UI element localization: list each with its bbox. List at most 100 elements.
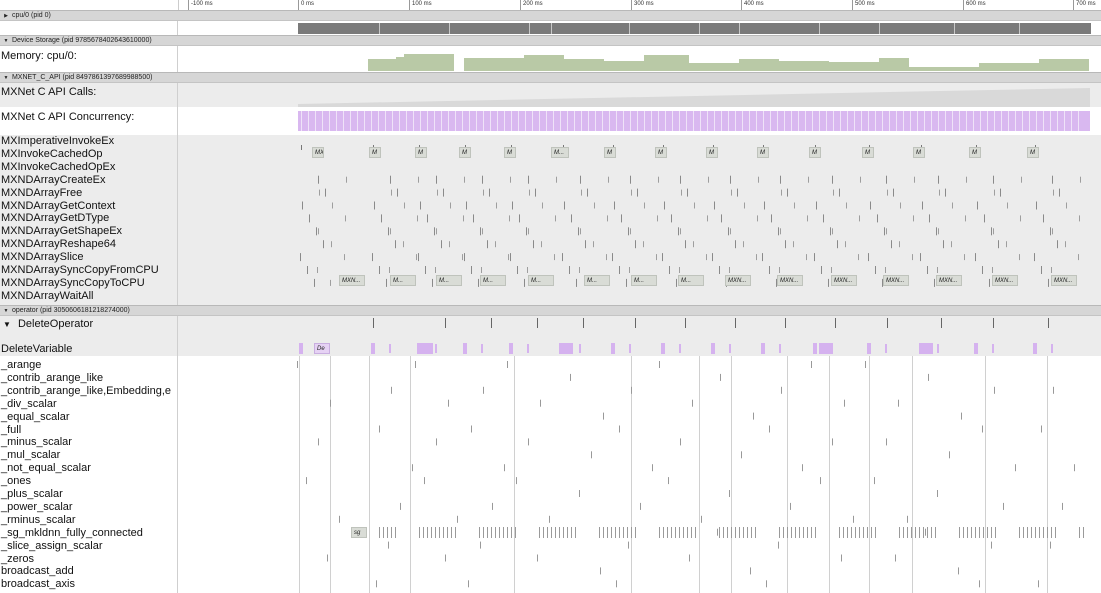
api-concurrency-gap[interactable] bbox=[385, 111, 386, 131]
sync-copy-to-cpu-slice[interactable]: MXN... bbox=[1051, 275, 1077, 286]
api-call-mark[interactable] bbox=[992, 267, 993, 273]
api-call-mark[interactable] bbox=[936, 227, 937, 236]
delete-variable-mark[interactable] bbox=[579, 344, 581, 353]
api-call-mark[interactable] bbox=[806, 254, 807, 261]
sg-mkldnn-mark[interactable] bbox=[487, 527, 488, 538]
sg-mkldnn-mark[interactable] bbox=[1083, 527, 1084, 538]
op-grid-line[interactable] bbox=[912, 356, 913, 593]
op-mark[interactable] bbox=[400, 502, 401, 510]
sg-mkldnn-mark[interactable] bbox=[627, 527, 628, 538]
api-call-mark[interactable] bbox=[480, 227, 481, 236]
api-call-mark[interactable] bbox=[1052, 175, 1053, 184]
api-concurrency-gap[interactable] bbox=[329, 111, 330, 131]
api-call-mark[interactable] bbox=[939, 189, 940, 196]
sg-mkldnn-mark[interactable] bbox=[691, 527, 692, 538]
sg-mkldnn-mark[interactable] bbox=[723, 527, 724, 538]
sg-mkldnn-mark[interactable] bbox=[1027, 527, 1028, 538]
api-call-mark[interactable] bbox=[859, 215, 860, 222]
op-mark[interactable] bbox=[537, 554, 538, 562]
op-mark[interactable] bbox=[874, 477, 875, 485]
op-mark[interactable] bbox=[1062, 502, 1063, 510]
api-concurrency-gap[interactable] bbox=[707, 111, 708, 131]
sg-mkldnn-mark[interactable] bbox=[1079, 527, 1080, 538]
api-call-mark[interactable] bbox=[626, 278, 627, 287]
op-mark[interactable] bbox=[579, 490, 580, 497]
sg-mkldnn-mark[interactable] bbox=[683, 527, 684, 538]
op-mark[interactable] bbox=[591, 451, 592, 459]
api-concurrency-gap[interactable] bbox=[560, 111, 561, 131]
api-concurrency-gap[interactable] bbox=[588, 111, 589, 131]
op-mark[interactable] bbox=[689, 554, 690, 562]
api-call-mark[interactable] bbox=[524, 278, 525, 287]
delete-variable-mark[interactable] bbox=[611, 343, 615, 354]
api-call-mark[interactable] bbox=[535, 188, 536, 197]
op-grid-line[interactable] bbox=[631, 356, 632, 593]
delete-operator-mark[interactable] bbox=[993, 318, 994, 328]
api-call-mark[interactable] bbox=[728, 227, 729, 236]
api-concurrency-gap[interactable] bbox=[938, 111, 939, 131]
op-mark[interactable] bbox=[327, 554, 328, 562]
api-call-mark[interactable] bbox=[975, 253, 976, 262]
op-grid-line[interactable] bbox=[731, 356, 732, 593]
api-call-mark[interactable] bbox=[519, 214, 520, 223]
api-call-mark[interactable] bbox=[300, 253, 301, 262]
api-call-mark[interactable] bbox=[678, 227, 679, 236]
api-concurrency-gap[interactable] bbox=[637, 111, 638, 131]
api-call-mark[interactable] bbox=[943, 240, 944, 249]
api-call-mark[interactable] bbox=[886, 175, 887, 184]
sg-mkldnn-mark[interactable] bbox=[571, 527, 572, 538]
api-call-mark[interactable] bbox=[900, 202, 901, 209]
api-call-mark[interactable] bbox=[420, 201, 421, 210]
api-concurrency-gap[interactable] bbox=[1064, 111, 1065, 131]
api-call-mark[interactable] bbox=[554, 254, 555, 261]
api-concurrency-gap[interactable] bbox=[392, 111, 393, 131]
sg-mkldnn-mark[interactable] bbox=[387, 527, 388, 538]
api-call-mark[interactable] bbox=[425, 266, 426, 274]
api-call-mark[interactable] bbox=[776, 278, 777, 287]
memory-counter-bar[interactable] bbox=[368, 59, 396, 71]
op-grid-line[interactable] bbox=[299, 356, 300, 593]
api-call-mark[interactable] bbox=[681, 189, 682, 196]
triangle-down-icon[interactable]: ▼ bbox=[3, 320, 11, 329]
api-concurrency-gap[interactable] bbox=[784, 111, 785, 131]
sg-mkldnn-mark[interactable] bbox=[599, 527, 600, 538]
op-mark[interactable] bbox=[330, 399, 331, 407]
api-call-mark[interactable] bbox=[541, 241, 542, 248]
memory-counter-bar[interactable] bbox=[564, 59, 604, 71]
memory-counter-bar[interactable] bbox=[396, 57, 404, 71]
sg-mkldnn-mark[interactable] bbox=[1051, 527, 1052, 538]
op-mark[interactable] bbox=[802, 464, 803, 472]
api-call-mark[interactable] bbox=[1043, 214, 1044, 223]
api-call-mark[interactable] bbox=[372, 253, 373, 262]
op-mark[interactable] bbox=[659, 361, 660, 368]
api-call-mark[interactable] bbox=[920, 253, 921, 262]
api-call-mark[interactable] bbox=[1034, 253, 1035, 262]
sg-mkldnn-mark[interactable] bbox=[983, 527, 984, 538]
cpu-slice-gap[interactable] bbox=[551, 23, 552, 34]
api-call-mark[interactable] bbox=[487, 240, 488, 249]
api-call-mark[interactable] bbox=[794, 202, 795, 209]
api-concurrency-gap[interactable] bbox=[742, 111, 743, 131]
cpu-slice-gap[interactable] bbox=[819, 23, 820, 34]
api-call-mark[interactable] bbox=[331, 241, 332, 248]
sg-mkldnn-mark[interactable] bbox=[439, 527, 440, 538]
api-call-mark[interactable] bbox=[994, 189, 995, 196]
api-concurrency-gap[interactable] bbox=[987, 111, 988, 131]
sg-mkldnn-mark[interactable] bbox=[575, 527, 576, 538]
delete-variable-mark[interactable] bbox=[919, 343, 933, 354]
op-mark[interactable] bbox=[436, 438, 437, 446]
api-call-mark[interactable] bbox=[644, 202, 645, 209]
api-call-mark[interactable] bbox=[680, 228, 681, 235]
op-mark[interactable] bbox=[937, 490, 938, 497]
op-mark[interactable] bbox=[692, 399, 693, 407]
api-call-mark[interactable] bbox=[621, 214, 622, 223]
sg-mkldnn-mark[interactable] bbox=[839, 527, 840, 538]
delete-variable-mark[interactable] bbox=[813, 343, 817, 354]
sg-mkldnn-mark[interactable] bbox=[383, 527, 384, 538]
sg-mkldnn-mark[interactable] bbox=[743, 527, 744, 538]
delete-variable-mark[interactable] bbox=[819, 343, 833, 354]
sg-mkldnn-mark[interactable] bbox=[603, 527, 604, 538]
api-function-marks[interactable] bbox=[179, 135, 1101, 305]
api-call-mark[interactable] bbox=[1053, 189, 1054, 196]
api-concurrency-gap[interactable] bbox=[840, 111, 841, 131]
